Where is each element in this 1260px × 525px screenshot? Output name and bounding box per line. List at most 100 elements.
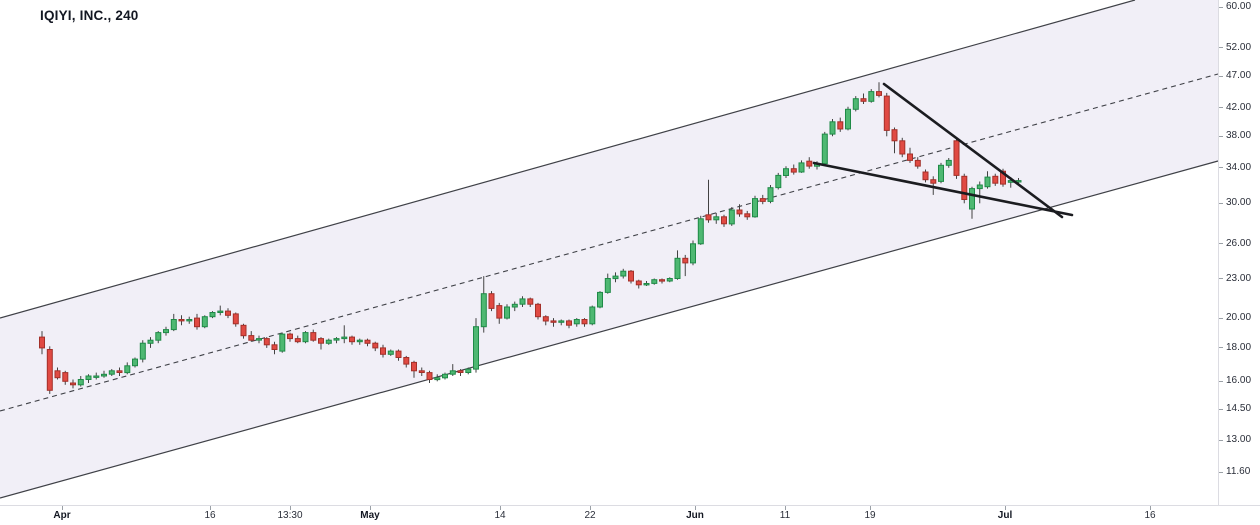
candle-body: [85, 375, 92, 380]
candle-body: [860, 98, 867, 102]
time-axis-tick: [500, 506, 501, 510]
candle-body: [480, 293, 487, 328]
candle-body: [387, 350, 394, 355]
candle-body: [535, 303, 541, 318]
price-axis-tick: [1219, 408, 1223, 410]
candle-body: [325, 339, 332, 344]
price-axis-label: 52.00: [1226, 41, 1252, 53]
candle-body: [62, 372, 69, 382]
candle-body: [287, 333, 293, 340]
channel-midline-dashed[interactable]: [0, 73, 1219, 412]
candle-body: [318, 338, 324, 344]
time-axis-label: 11: [779, 510, 791, 521]
candle-body: [341, 336, 348, 340]
candle-body: [721, 216, 727, 225]
price-axis-tick: [1219, 471, 1223, 473]
candle-body: [279, 333, 286, 352]
candle-body: [356, 339, 363, 343]
candle-body: [527, 298, 534, 305]
candle-body: [248, 335, 255, 341]
candle-body: [705, 214, 712, 221]
time-axis-label: May: [360, 510, 380, 521]
candle-body: [821, 133, 828, 165]
candle-body: [201, 316, 208, 328]
candle-body: [1000, 170, 1006, 185]
candle-body: [457, 370, 464, 373]
candle-body: [473, 326, 479, 370]
price-axis-label: 30.00: [1226, 197, 1252, 209]
candle-body: [139, 342, 146, 360]
candle-body: [163, 329, 169, 334]
candle-body: [124, 365, 131, 374]
candle-body: [945, 159, 952, 166]
candle-body: [992, 175, 999, 184]
price-axis-tick: [1219, 135, 1223, 137]
price-axis-tick: [1219, 439, 1223, 441]
candle-body: [209, 312, 216, 318]
time-axis-label: 14: [494, 510, 506, 521]
time-axis-tick: [1150, 506, 1151, 510]
candle-body: [891, 129, 898, 142]
candle-body: [519, 298, 526, 305]
time-axis-tick: [1005, 506, 1006, 510]
time-axis[interactable]: Apr 16 13:30 May 14 22 Jun 11 19 Jul 16: [0, 505, 1260, 525]
candle-body: [442, 373, 448, 379]
candle-body: [108, 370, 115, 375]
candle-body: [411, 361, 417, 372]
candle-body: [845, 108, 851, 130]
candle-body: [651, 279, 658, 284]
channel-upper-line[interactable]: [0, 0, 1136, 319]
price-axis-tick: [1219, 47, 1223, 49]
candle-body: [674, 257, 681, 279]
price-axis-label: 18.00: [1226, 341, 1252, 353]
candle-body: [767, 187, 774, 202]
time-axis-label: Jun: [686, 510, 704, 521]
price-axis-tick: [1219, 75, 1223, 77]
symbol-title[interactable]: IQIYI, INC., 240: [40, 8, 139, 23]
time-axis-tick: [62, 506, 63, 510]
candle-body: [380, 347, 386, 355]
candle-body: [775, 174, 782, 189]
price-axis-label: 42.00: [1226, 101, 1252, 113]
candle-body: [883, 95, 890, 131]
wedge-lower-trendline[interactable]: [812, 161, 1074, 217]
price-axis-tick: [1219, 202, 1223, 204]
candle-body: [54, 370, 61, 379]
candle-body: [225, 310, 231, 316]
candle-body: [116, 370, 123, 373]
candle-body: [612, 275, 619, 280]
channel-lower-line[interactable]: [0, 160, 1219, 499]
price-axis[interactable]: 60.00 52.00 47.00 42.00 38.00 34.00 30.00 26.00…: [1218, 0, 1260, 505]
candle-body: [558, 320, 565, 323]
candle-body: [938, 164, 944, 182]
candle-body: [783, 168, 789, 176]
candle-body: [132, 358, 138, 367]
price-axis-label: 60.00: [1226, 1, 1252, 12]
candle-body: [256, 338, 262, 341]
time-axis-tick: [210, 506, 211, 510]
price-axis-label: 16.00: [1226, 375, 1252, 387]
candle-body: [39, 336, 45, 349]
candle-body: [403, 357, 410, 365]
time-axis-label: Jul: [997, 510, 1013, 521]
price-axis-label: 23.00: [1226, 272, 1252, 284]
candle-body: [984, 176, 991, 188]
candle-body: [969, 188, 975, 210]
candle-body: [101, 373, 107, 377]
candle-body: [372, 342, 379, 349]
candle-body: [155, 332, 162, 341]
wedge-upper-trendline[interactable]: [882, 82, 1064, 219]
candle-body: [728, 209, 735, 225]
time-axis-tick: [590, 506, 591, 510]
candle-body: [93, 375, 100, 378]
time-axis-tick: [290, 506, 291, 510]
price-axis-tick: [1219, 6, 1223, 8]
candle-body: [752, 198, 758, 218]
time-axis-tick: [870, 506, 871, 510]
candle-body: [597, 291, 603, 308]
price-axis-tick: [1219, 380, 1223, 382]
candle-body: [690, 243, 696, 264]
candle-body: [798, 162, 805, 173]
